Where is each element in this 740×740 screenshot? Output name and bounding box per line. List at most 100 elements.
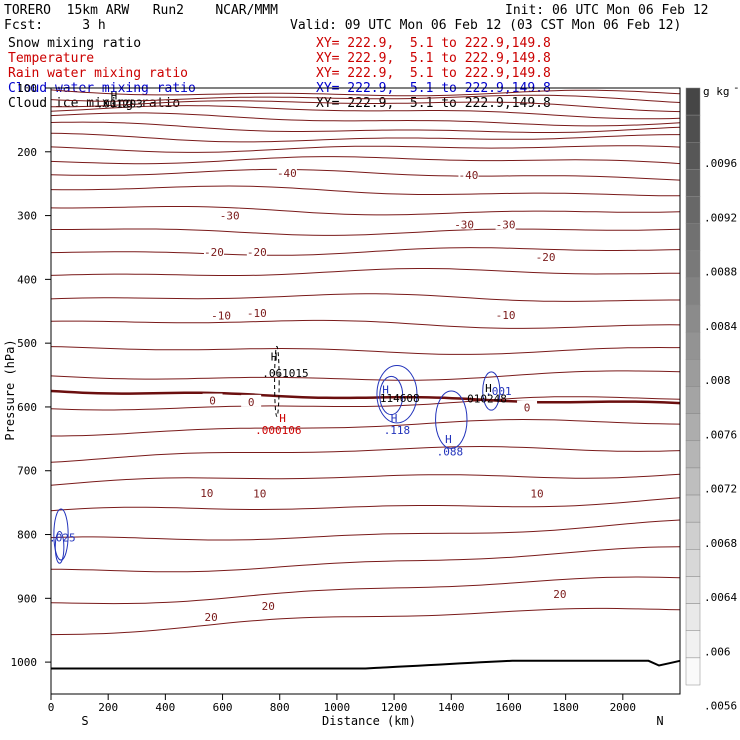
colorbar-label: .008 <box>704 374 731 387</box>
x-tick-label: 1200 <box>381 701 408 714</box>
field-label: H <box>485 382 492 395</box>
field-label: H <box>391 412 398 425</box>
freezing-level-line <box>50 389 681 405</box>
isotherm <box>50 268 680 276</box>
isotherm <box>50 473 681 486</box>
field-contour <box>482 371 501 411</box>
colorbar-swatch <box>685 386 701 414</box>
temperature-label-bg <box>201 609 222 622</box>
colorbar-swatch <box>685 576 701 604</box>
colorbar-swatch <box>685 196 701 224</box>
isotherm <box>50 497 681 512</box>
colorbar-swatch <box>685 467 701 496</box>
temperature-label: -10 <box>496 309 516 322</box>
temperature-labels: -40 -40 -30 -30 -30 -20 -20 -20 -10 -10 -10 0 0 0 10 10… <box>196 165 570 624</box>
field-label: .088 <box>437 446 464 459</box>
colorbar-swatch <box>685 87 701 116</box>
temperature-label: -10 <box>247 307 267 320</box>
x-tick-label: 2000 <box>610 701 637 714</box>
temperature-label-bg <box>549 586 570 599</box>
temperature-label: 0 <box>248 396 255 409</box>
isotherm <box>50 89 681 97</box>
y-tick-label: 200 <box>17 146 37 159</box>
colorbar-swatch <box>685 223 701 252</box>
isotherm <box>50 156 681 165</box>
x-axis-end-label-left: S <box>81 714 88 728</box>
temperature-label: 20 <box>204 611 217 624</box>
field-label: 010248 <box>467 393 507 406</box>
header-fcst: Fcst: 3 h <box>4 18 106 33</box>
temperature-label: 20 <box>553 588 566 601</box>
isotherm <box>51 100 681 113</box>
colorbar-swatch <box>685 413 701 442</box>
field-label: .061015 <box>262 367 308 380</box>
legend-label-temperature: Temperature <box>8 51 95 66</box>
x-tick-label: 1400 <box>438 701 465 714</box>
isotherm <box>50 94 681 103</box>
y-tick-label: 900 <box>17 592 37 605</box>
colorbar-label: .0084 <box>704 320 737 333</box>
colorbar: .0096 .0092 .0088 .0084 .008 .0076 .0072 .0068.… <box>685 81 740 713</box>
isotherm <box>50 145 681 153</box>
x-tick-label: 600 <box>213 701 233 714</box>
field-label: H <box>445 433 452 446</box>
x-axis-end-label-right: N <box>656 714 663 728</box>
isotherm <box>50 519 681 541</box>
legend-label-rain: Rain water mixing ratio <box>8 66 189 81</box>
colorbar-swatch <box>685 603 701 631</box>
y-tick-label: 1000 <box>11 656 38 669</box>
colorbar-swatch <box>685 304 701 333</box>
colorbar-swatch <box>685 549 701 577</box>
x-tick-label: 1000 <box>324 701 351 714</box>
temperature-label-bg <box>527 486 548 499</box>
isotherm <box>50 607 681 636</box>
temperature-label: 10 <box>200 487 213 500</box>
field-contour <box>54 530 65 564</box>
temperature-label-bg <box>495 308 516 321</box>
legend-xy-cloud-ice: XY= 222.9, 5.1 to 222.9,149.8 <box>316 96 551 111</box>
temperature-label: 0 <box>524 402 531 415</box>
temperature-label: -20 <box>204 246 224 259</box>
colorbar-label: .0072 <box>704 483 737 496</box>
colorbar-label: .006 <box>704 645 731 658</box>
temperature-label: -30 <box>454 219 474 232</box>
temperature-label: 20 <box>262 600 275 613</box>
isotherm <box>50 576 681 605</box>
field-label: 114608 <box>380 392 420 405</box>
legend-xy-temperature: XY= 222.9, 5.1 to 222.9,149.8 <box>316 51 551 66</box>
colorbar-label: .0056 <box>704 700 737 713</box>
x-tick-label: 1800 <box>552 701 579 714</box>
isotherm <box>50 112 681 127</box>
temperature-label: -40 <box>277 167 297 180</box>
temperature-label: -20 <box>536 251 556 264</box>
cloud-field-contours <box>53 345 501 564</box>
temperature-contours <box>50 89 681 636</box>
temperature-label-bg <box>246 306 267 319</box>
isotherm <box>50 396 681 411</box>
temperature-label-bg <box>196 486 217 499</box>
isotherm <box>50 319 681 329</box>
colorbar-swatch <box>685 142 701 170</box>
field-label: .001203 <box>96 97 142 110</box>
colorbar-swatch <box>685 440 701 469</box>
temperature-label-bg <box>219 208 240 221</box>
temperature-label-bg <box>495 217 516 230</box>
temperature-label: -20 <box>247 246 267 259</box>
y-tick-label: 300 <box>17 210 37 223</box>
y-tick-label: 600 <box>17 401 37 414</box>
temperature-label-bg <box>202 393 223 406</box>
x-tick-label: 1600 <box>495 701 522 714</box>
field-contour <box>53 508 69 561</box>
y-tick-label: 500 <box>17 337 37 350</box>
temperature-label: 10 <box>253 488 266 501</box>
y-tick-label: 800 <box>17 529 37 542</box>
colorbar-swatch <box>685 250 701 279</box>
colorbar-unit-exponent: -1 <box>733 81 740 94</box>
freezing-level <box>50 389 681 405</box>
temperature-label-bg <box>458 167 479 180</box>
colorbar-swatch <box>685 494 701 523</box>
colorbar-swatch <box>685 359 701 387</box>
header-init: Init: 06 UTC Mon 06 Feb 12 <box>505 3 709 18</box>
temperature-label: -10 <box>211 310 231 323</box>
